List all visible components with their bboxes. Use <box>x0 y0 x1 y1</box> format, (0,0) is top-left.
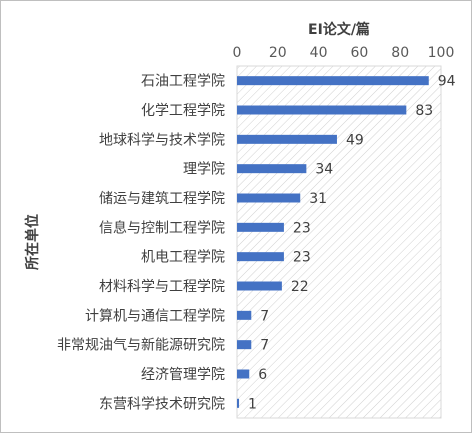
plot-area <box>236 65 442 419</box>
category-label: 计算机与通信工程学院 <box>85 308 225 324</box>
bar <box>237 340 252 350</box>
x-axis-title: EI论文/篇 <box>308 21 370 38</box>
data-label: 34 <box>315 162 333 178</box>
data-label: 22 <box>291 279 309 295</box>
bar <box>237 76 429 86</box>
bar <box>237 252 284 262</box>
bar <box>237 222 284 232</box>
category-label: 地球科学与技术学院 <box>99 132 225 148</box>
bar <box>237 369 250 379</box>
data-label: 31 <box>309 191 327 207</box>
bar <box>237 281 282 291</box>
x-tick-label: 100 <box>428 45 455 61</box>
data-label: 7 <box>260 338 269 354</box>
category-label: 机电工程学院 <box>141 250 225 266</box>
data-label: 49 <box>346 132 364 148</box>
data-label: 83 <box>415 103 433 119</box>
data-label: 1 <box>248 396 257 412</box>
x-tick-label: 60 <box>350 45 368 61</box>
category-label: 经济管理学院 <box>141 367 225 383</box>
category-label: 材料科学与工程学院 <box>99 279 225 295</box>
bar <box>237 398 240 408</box>
category-label: 理学院 <box>183 162 225 178</box>
data-label: 94 <box>438 74 456 90</box>
y-axis-title: 所在单位 <box>24 214 41 270</box>
bar <box>237 105 407 115</box>
data-label: 23 <box>293 220 311 236</box>
category-label: 非常规油气与新能源研究院 <box>57 338 225 354</box>
bar <box>237 193 301 203</box>
x-tick-label: 0 <box>233 45 242 61</box>
x-tick-label: 40 <box>310 45 328 61</box>
data-label: 7 <box>260 308 269 324</box>
x-tick-label: 80 <box>391 45 409 61</box>
data-label: 23 <box>293 250 311 266</box>
data-label: 6 <box>258 367 267 383</box>
category-label: 化学工程学院 <box>141 103 225 119</box>
category-label: 信息与控制工程学院 <box>99 219 225 236</box>
category-label: 东营科学技术研究院 <box>99 396 225 412</box>
category-label: 石油工程学院 <box>141 74 225 90</box>
bar <box>237 164 307 174</box>
category-label: 储运与建筑工程学院 <box>99 191 225 207</box>
bar <box>237 134 337 144</box>
bar <box>237 310 252 320</box>
x-tick-label: 20 <box>269 45 287 61</box>
